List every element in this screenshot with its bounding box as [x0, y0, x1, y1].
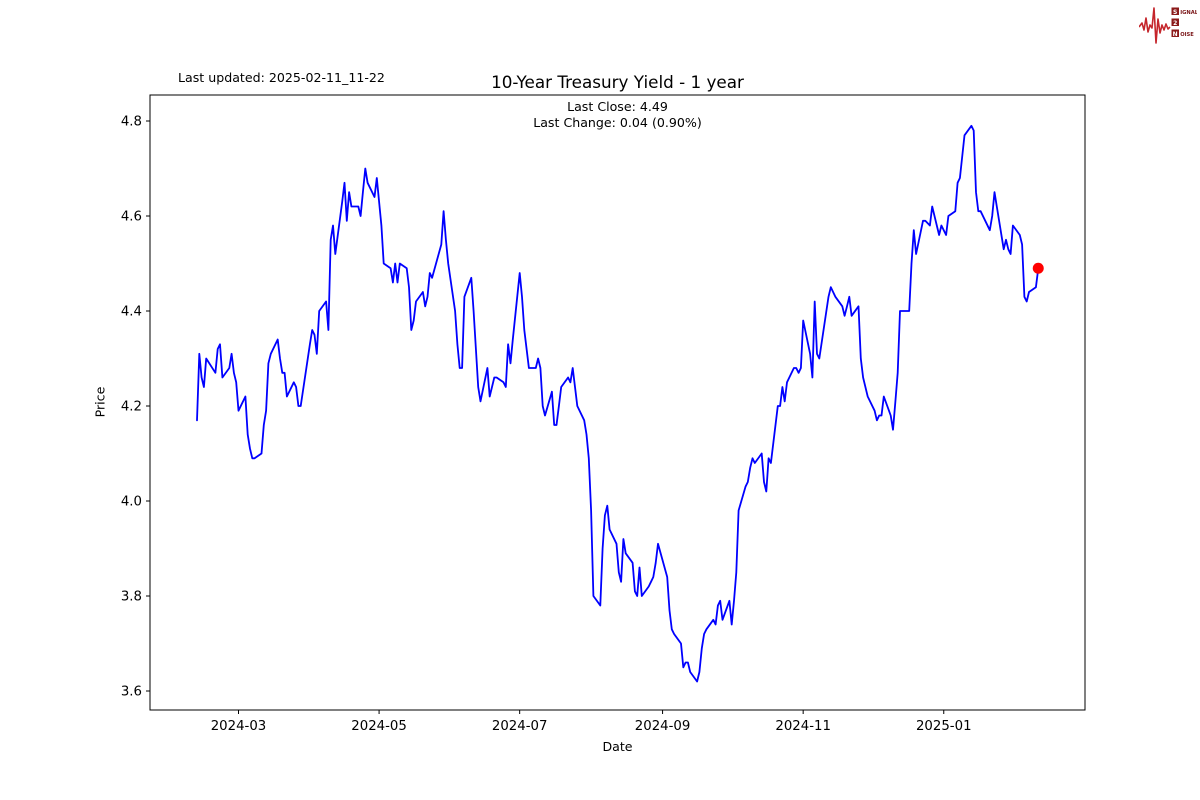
logo-2-box [1171, 18, 1179, 26]
logo-s-box [1171, 7, 1179, 15]
logo-ignal-text: IGNAL [1180, 10, 1197, 16]
logo-s-letter: S [1173, 9, 1177, 16]
logo-oise-text: OISE [1180, 32, 1194, 38]
plot-border [149, 94, 1086, 711]
x-tick-label: 2024-03 [211, 719, 267, 734]
chart-title: 10-Year Treasury Yield - 1 year [491, 72, 744, 92]
y-tick-label: 3.8 [121, 590, 142, 605]
y-tick-label: 4.0 [121, 495, 142, 510]
y-tick-label: 4.2 [121, 400, 142, 415]
last-change-text: Last Change: 0.04 (0.90%) [533, 114, 702, 130]
logo-n-box [1171, 29, 1179, 37]
y-tick-label: 4.8 [121, 115, 142, 130]
last-updated-text: Last updated: 2025-02-11_11-22 [178, 70, 385, 85]
price-line [196, 124, 1040, 683]
x-tick-label: 2025-01 [916, 719, 972, 734]
last-price-marker [1032, 262, 1044, 274]
chart-subtitle: Last Close: 4.49 Last Change: 0.04 (0.90… [150, 99, 1085, 130]
x-tick-label: 2024-05 [351, 719, 407, 734]
y-axis-label: Price [92, 386, 108, 418]
ecg-waveform-icon [1139, 7, 1171, 44]
last-close-text: Last Close: 4.49 [567, 99, 668, 114]
y-tick-label: 3.6 [121, 685, 142, 700]
x-tick-label: 2024-09 [635, 719, 691, 734]
x-tick-label: 2024-11 [775, 719, 831, 734]
logo-2-letter: 2 [1173, 20, 1177, 27]
x-tick-label: 2024-07 [492, 719, 548, 734]
y-tick-label: 4.4 [121, 305, 142, 320]
x-axis-label: Date [602, 739, 633, 754]
y-tick-label: 4.6 [121, 210, 142, 225]
signal2noise-logo: S IGNAL 2 N OISE [1139, 7, 1197, 44]
logo-n-letter: N [1173, 31, 1178, 38]
